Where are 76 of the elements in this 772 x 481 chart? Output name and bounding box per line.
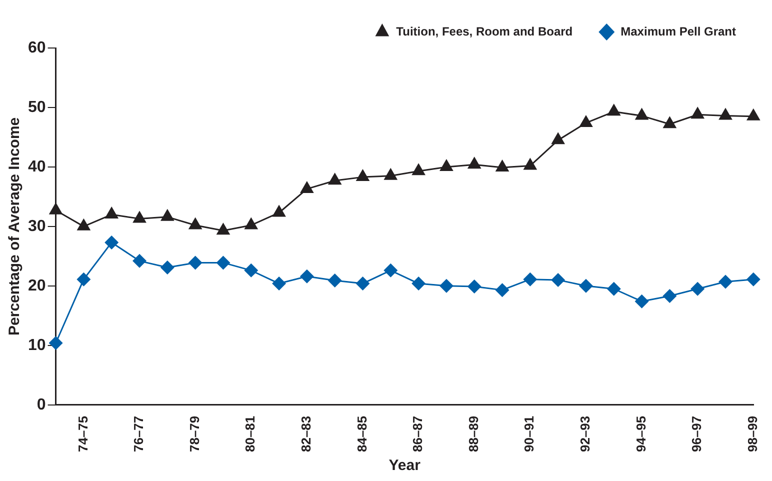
point <box>48 202 63 214</box>
point <box>440 158 454 171</box>
point <box>746 108 760 120</box>
point <box>384 263 398 278</box>
point <box>523 158 538 170</box>
x-tick-label: 92–93 <box>578 416 593 452</box>
point <box>272 204 286 217</box>
y-tick-label: 50 <box>28 98 46 116</box>
point <box>662 116 677 128</box>
point <box>551 272 566 287</box>
point <box>216 256 230 270</box>
x-tick-label: 76–77 <box>131 416 146 452</box>
point <box>300 180 314 193</box>
y-tick-label: 60 <box>28 39 46 56</box>
point <box>104 235 119 250</box>
y-tick-label: 0 <box>36 396 46 414</box>
x-tick-label: 90–91 <box>522 416 537 452</box>
point <box>746 272 760 286</box>
point <box>216 222 230 235</box>
point <box>606 282 621 296</box>
x-tick-label: 88–89 <box>466 416 481 452</box>
point <box>467 156 482 169</box>
y-tick-label: 10 <box>28 336 46 354</box>
y-tick-label: 20 <box>28 277 46 294</box>
point <box>412 276 426 291</box>
x-tick-label: 86–87 <box>410 416 426 452</box>
point <box>634 108 649 120</box>
point <box>662 289 677 304</box>
point <box>634 294 649 308</box>
x-tick-label: 98–99 <box>744 416 760 452</box>
point <box>690 106 705 119</box>
point <box>76 218 91 230</box>
x-tick-label: 96–97 <box>689 416 704 452</box>
point <box>188 217 202 230</box>
point <box>523 272 538 286</box>
point <box>132 254 147 268</box>
point <box>690 282 705 296</box>
point <box>272 276 286 291</box>
point <box>579 114 593 127</box>
point <box>718 108 732 120</box>
x-tick-label: 80–81 <box>242 416 258 452</box>
point <box>356 276 370 291</box>
y-tick-label: 30 <box>28 218 46 235</box>
x-axis-title: Year <box>388 457 421 474</box>
point <box>76 272 91 286</box>
point <box>718 274 732 289</box>
point <box>160 208 174 221</box>
point <box>439 278 454 293</box>
point <box>356 169 370 182</box>
x-tick-label: 84–85 <box>354 416 370 452</box>
point <box>467 279 482 294</box>
point <box>495 283 510 298</box>
point <box>606 104 621 116</box>
point <box>578 278 593 293</box>
legend-label: Tuition, Fees, Room and Board <box>396 24 573 38</box>
point <box>412 163 426 176</box>
point <box>495 160 510 172</box>
point <box>48 336 63 350</box>
point <box>132 210 146 223</box>
point <box>300 269 314 284</box>
x-tick-label: 74–75 <box>75 416 90 452</box>
point <box>551 132 565 144</box>
point <box>104 206 119 219</box>
point <box>384 168 398 180</box>
x-tick-label: 94–95 <box>633 416 648 452</box>
x-tick-label: 78–79 <box>186 416 202 452</box>
point <box>244 263 258 278</box>
point <box>328 172 342 185</box>
legend-label: Maximum Pell Grant <box>620 24 736 38</box>
y-tick-label: 40 <box>28 158 46 176</box>
point <box>244 217 258 230</box>
point <box>160 260 174 274</box>
point <box>188 256 202 270</box>
x-tick-label: 82–83 <box>298 416 314 452</box>
point <box>328 274 342 288</box>
y-axis-title: Percentage of Average Income <box>6 117 24 336</box>
